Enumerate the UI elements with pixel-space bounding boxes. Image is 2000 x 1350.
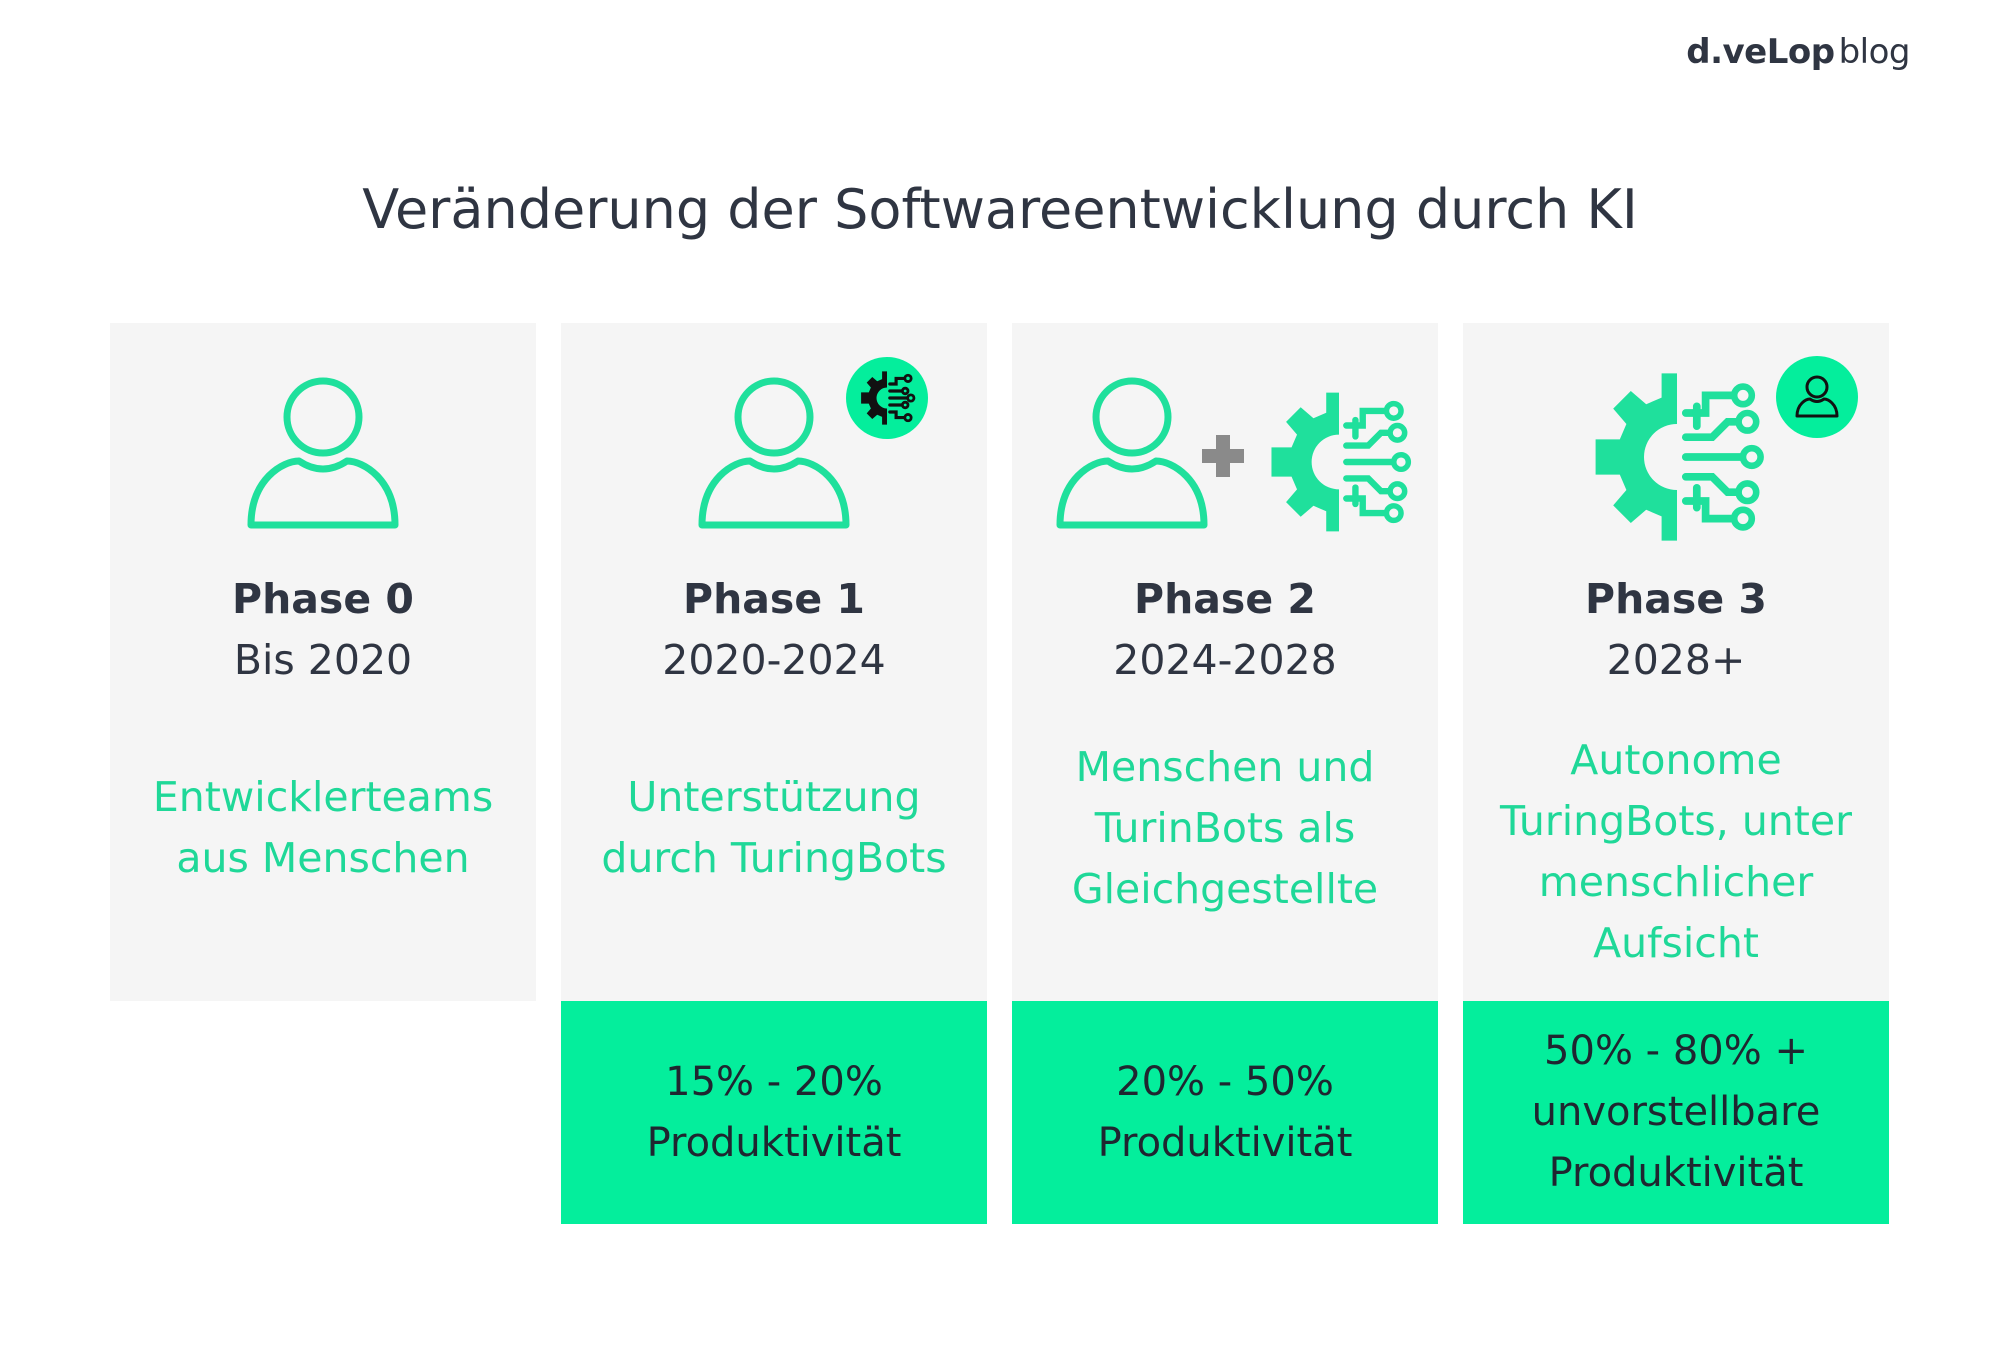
ai-gear-badge-icon bbox=[846, 357, 928, 439]
logo: d.veLop blog bbox=[1686, 32, 1910, 72]
phase-years: Bis 2020 bbox=[233, 636, 413, 684]
phase-description: Unterstützung durch TuringBots bbox=[601, 773, 947, 882]
phase-years: 2024-2028 bbox=[1113, 636, 1337, 684]
phase-card-1: Phase 1 2020-2024 Unterstützung durch Tu… bbox=[561, 323, 987, 1001]
phase-card-0: Phase 0 Bis 2020 Entwicklerteams aus Men… bbox=[110, 323, 536, 1001]
ai-gear-icon bbox=[1589, 369, 1765, 545]
phase-2-icons bbox=[1012, 323, 1438, 553]
productivity-box-2: 20% - 50% Produktivität bbox=[1012, 1001, 1438, 1224]
productivity-box-3: 50% - 80% + unvorstellbare Produktivität bbox=[1463, 1001, 1889, 1224]
productivity-text: 50% - 80% + unvorstellbare Produktivität bbox=[1531, 1028, 1821, 1196]
phase-years: 2020-2024 bbox=[662, 636, 886, 684]
phase-description: Entwicklerteams aus Menschen bbox=[152, 773, 494, 882]
phase-description: Autonome TuringBots, unter menschlicher … bbox=[1500, 736, 1852, 967]
person-icon bbox=[1052, 373, 1212, 533]
person-badge-icon bbox=[1776, 356, 1858, 438]
phase-label: Phase 3 bbox=[1585, 575, 1767, 623]
phase-1-icons bbox=[561, 323, 987, 553]
logo-brand: d.veLop bbox=[1686, 32, 1835, 72]
ai-gear-icon bbox=[1266, 389, 1412, 535]
phase-description: Menschen und TurinBots als Gleichgestell… bbox=[1071, 743, 1379, 913]
productivity-text: 20% - 50% Produktivität bbox=[1097, 1058, 1353, 1166]
person-icon bbox=[243, 373, 403, 533]
phase-label: Phase 2 bbox=[1134, 575, 1316, 623]
plus-icon bbox=[1202, 435, 1244, 477]
phase-0-icons bbox=[110, 323, 536, 553]
phase-card-2: Phase 2 2024-2028 Menschen und TurinBots… bbox=[1012, 323, 1438, 1001]
productivity-text: 15% - 20% Produktivität bbox=[646, 1058, 902, 1166]
person-icon bbox=[694, 373, 854, 533]
logo-suffix: blog bbox=[1838, 32, 1911, 72]
phase-3-icons bbox=[1463, 323, 1889, 553]
phase-label: Phase 0 bbox=[232, 575, 414, 623]
productivity-box-1: 15% - 20% Produktivität bbox=[561, 1001, 987, 1224]
phase-label: Phase 1 bbox=[683, 575, 865, 623]
phase-card-3: Phase 3 2028+ Autonome TuringBots, unter… bbox=[1463, 323, 1889, 1001]
page-title: Veränderung der Softwareentwicklung durc… bbox=[362, 178, 1638, 241]
phase-years: 2028+ bbox=[1606, 636, 1746, 684]
